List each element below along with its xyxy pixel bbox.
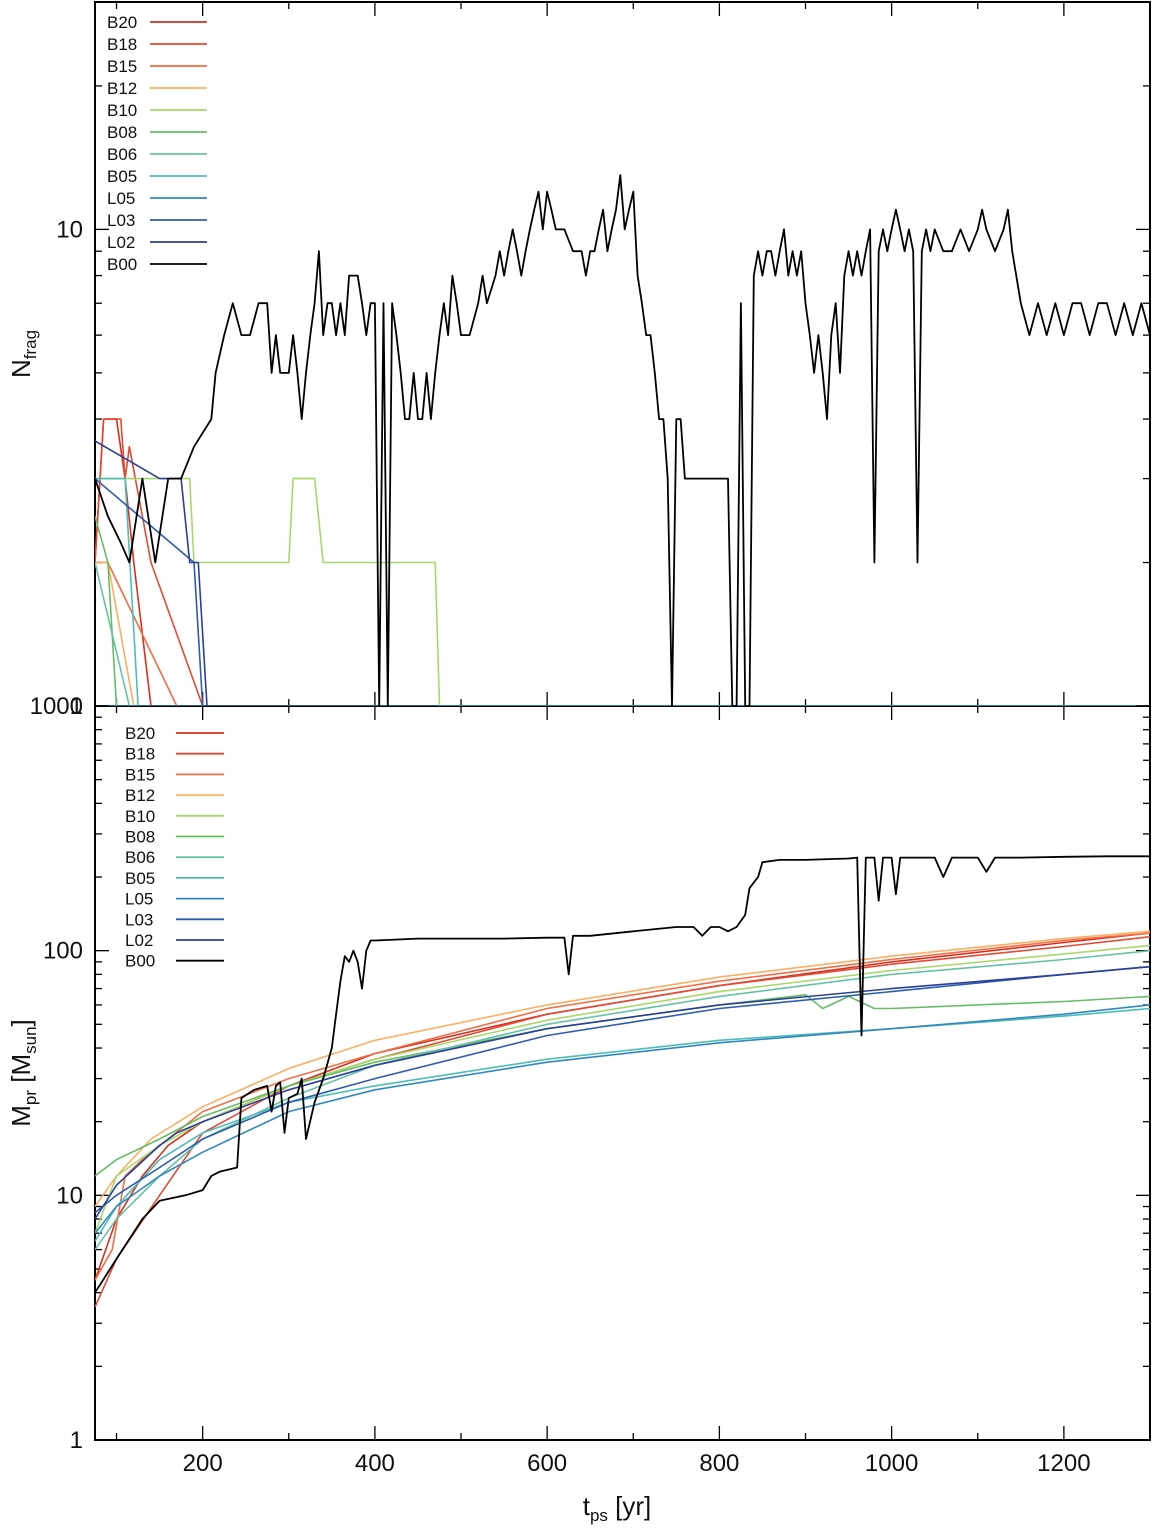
y-tick-label: 1 [70,1427,83,1454]
legend-label-b06: B06 [107,145,137,164]
legend-label-b10: B10 [125,807,155,826]
legend-label-b18: B18 [125,745,155,764]
x-tick-label: 400 [355,1450,395,1477]
legend-label-b08: B08 [125,828,155,847]
series-group [95,855,1150,1308]
y-tick-label: 10 [56,216,83,243]
x-tick-label: 200 [183,1450,223,1477]
legend-label-b20: B20 [125,724,155,743]
legend-label-b00: B00 [107,255,137,274]
series-line-l02 [95,965,1150,1220]
top-panel-frame [94,1,1151,707]
legend: B20 B18 B15 B12 B10 B08 B06 B05 L05 L03 L02 B00 [107,13,207,274]
series-line-b18 [95,418,204,706]
legend-label-b10: B10 [107,101,137,120]
series-line-l03 [95,965,1150,1214]
legend-label-b00: B00 [125,952,155,971]
series-line-b08 [95,994,1150,1177]
legend-label-b05: B05 [125,869,155,888]
series-line-b20 [95,932,1150,1281]
series-line-l05 [95,1004,1150,1234]
x-tick-label: 600 [527,1450,567,1477]
series-line-b05 [95,477,139,706]
legend-label-b18: B18 [107,35,137,54]
legend-label-b08: B08 [107,123,137,142]
series-line-b05 [95,1007,1150,1242]
top-y-axis-title: Nfrag [6,330,40,378]
legend-label-b12: B12 [125,786,155,805]
series-line-b10 [95,477,1150,706]
x-tick-label: 800 [699,1450,739,1477]
top-plot: 1 10 B20 B18 B15 B12 B10 B08 B06 B05 L05 L03 L02 B00 [56,1,1151,720]
bottom-panel-frame [94,705,1151,1441]
legend-label-b12: B12 [107,79,137,98]
bottom-y-axis-title: Mpr [Msun] [6,1019,40,1127]
legend-label-l05: L05 [107,189,135,208]
legend-label-l05: L05 [125,890,153,909]
series-line-b12 [95,930,1150,1207]
x-axis-title: tps [yr] [583,1491,652,1525]
series-line-b00 [95,174,1150,706]
y-tick-label: 1000 [30,693,83,720]
series-group [95,174,1150,706]
y-tick-label: 100 [43,938,83,965]
series-line-b15 [95,932,1150,1281]
series-line-b06 [95,562,131,706]
x-tick-label: 1200 [1037,1450,1090,1477]
legend-label-b15: B15 [125,765,155,784]
legend-label-l03: L03 [125,910,153,929]
legend-label-l02: L02 [107,233,135,252]
y-tick-label: 10 [56,1182,83,1209]
y-tick-label: 1 [70,693,83,720]
legend-label-b05: B05 [107,167,137,186]
series-line-b08 [95,516,118,706]
series-line-b00 [95,855,1150,1294]
legend-label-b15: B15 [107,57,137,76]
legend-label-l03: L03 [107,211,135,230]
legend-label-b06: B06 [125,848,155,867]
series-line-l02 [95,440,208,706]
legend-label-b20: B20 [107,13,137,32]
series-line-b10 [95,944,1150,1234]
series-line-l03 [95,477,204,706]
legend-label-l02: L02 [125,931,153,950]
x-tick-label: 1000 [865,1450,918,1477]
